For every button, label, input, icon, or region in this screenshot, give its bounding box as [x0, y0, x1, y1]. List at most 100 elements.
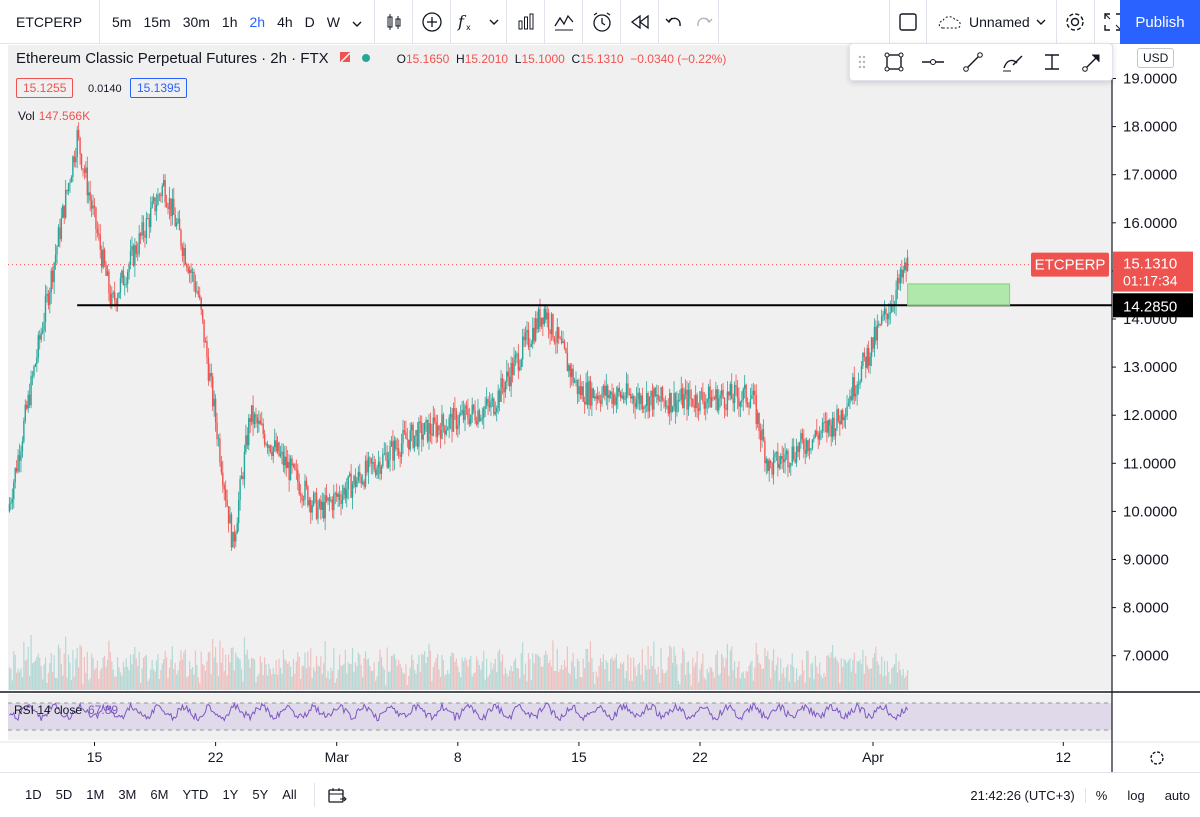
- settings-gear-icon[interactable]: [1057, 0, 1095, 44]
- clock-timezone[interactable]: 21:42:26 (UTC+3): [960, 787, 1086, 803]
- candles-icon[interactable]: [375, 0, 413, 44]
- candle-body: [749, 399, 752, 408]
- trend-line-tool-icon[interactable]: [953, 44, 993, 80]
- volume-bar: [30, 634, 32, 690]
- volume-bar: [203, 665, 205, 690]
- volume-bar: [660, 647, 662, 690]
- volume-bar: [76, 647, 78, 690]
- candle-body: [327, 497, 329, 501]
- volume-bar: [722, 657, 724, 690]
- range-5d[interactable]: 5D: [55, 787, 73, 802]
- volume-bar: [439, 676, 442, 690]
- candle-body: [59, 227, 61, 240]
- interval-w[interactable]: W: [326, 13, 340, 30]
- candle-body: [872, 337, 874, 349]
- volume-bar: [114, 676, 116, 690]
- arrow-tool-icon[interactable]: [1072, 44, 1112, 80]
- candle-body: [30, 376, 32, 406]
- log-scale-toggle[interactable]: log: [1127, 787, 1145, 803]
- volume-bar: [875, 646, 877, 690]
- drag-handle-icon[interactable]: [850, 44, 874, 80]
- interval-15m[interactable]: 15m: [143, 13, 171, 30]
- publish-button[interactable]: Publish: [1120, 0, 1200, 44]
- range-all[interactable]: All: [282, 787, 297, 802]
- volume-bar: [426, 656, 429, 690]
- volume-bar: [318, 666, 320, 690]
- candle-body: [539, 309, 541, 327]
- interval-5m[interactable]: 5m: [112, 13, 132, 30]
- volume-bar: [184, 649, 186, 690]
- redo-icon[interactable]: [689, 0, 719, 44]
- bid-price-box[interactable]: 15.1255: [16, 78, 74, 98]
- candle-body: [735, 385, 737, 388]
- volume-bar: [27, 646, 29, 690]
- candle-body: [259, 420, 261, 425]
- layout-menu[interactable]: Unnamed: [927, 0, 1057, 44]
- range-1d[interactable]: 1D: [25, 787, 42, 802]
- volume-bar: [807, 650, 809, 690]
- eye-toggle-icon[interactable]: [339, 50, 351, 67]
- volume-bar: [178, 661, 181, 690]
- volume-bar: [416, 663, 419, 690]
- candle-body: [240, 475, 243, 480]
- volume-bar: [284, 659, 286, 690]
- price-axis-label: 13.0000: [1123, 359, 1177, 376]
- percent-scale-toggle[interactable]: %: [1095, 787, 1108, 803]
- symbol-search[interactable]: ETCPERP: [0, 0, 100, 44]
- candle-body: [34, 364, 37, 367]
- indicators-dropdown-icon[interactable]: [481, 0, 507, 44]
- cloud-icon: [938, 15, 961, 28]
- volume-bar: [106, 659, 109, 690]
- volume-bar: [764, 647, 766, 690]
- volume-bar: [10, 668, 12, 690]
- candle-body: [314, 492, 316, 494]
- candle-body: [103, 249, 106, 265]
- interval-4h[interactable]: 4h: [277, 13, 293, 30]
- volume-bar: [661, 669, 664, 690]
- interval-2h[interactable]: 2h: [249, 13, 266, 30]
- currency-button[interactable]: USD: [1137, 48, 1175, 68]
- volume-bar: [233, 670, 235, 690]
- range-1m[interactable]: 1M: [86, 787, 105, 802]
- price-chart[interactable]: 19.000018.000017.000016.000015.000014.00…: [0, 45, 1200, 772]
- interval-30m[interactable]: 30m: [182, 13, 210, 30]
- volume-bar: [249, 667, 251, 690]
- candle-body: [33, 366, 35, 376]
- undo-icon[interactable]: [659, 0, 689, 44]
- candle-body: [266, 444, 269, 449]
- volume-bar: [687, 661, 690, 690]
- candle-body: [27, 394, 29, 409]
- candle-body: [191, 271, 194, 273]
- candle-body: [239, 479, 241, 501]
- interval-dropdown-icon[interactable]: [346, 14, 368, 30]
- candle-body: [700, 391, 703, 393]
- goto-date-icon[interactable]: [313, 782, 347, 807]
- financials-icon[interactable]: [507, 0, 545, 44]
- range-5y[interactable]: 5Y: [252, 787, 269, 802]
- text-tool-icon[interactable]: [1033, 44, 1073, 80]
- range-ytd[interactable]: YTD: [182, 787, 209, 802]
- volume-bar: [579, 677, 581, 690]
- compare-add-icon[interactable]: [413, 0, 451, 44]
- replay-icon[interactable]: [621, 0, 659, 44]
- range-3m[interactable]: 3M: [118, 787, 137, 802]
- rectangle-tool-icon[interactable]: [874, 44, 914, 80]
- select-square-icon[interactable]: [889, 0, 927, 44]
- ask-price-box[interactable]: 15.1395: [130, 78, 188, 98]
- range-1y[interactable]: 1Y: [222, 787, 239, 802]
- horizontal-line-tool-icon[interactable]: [914, 44, 954, 80]
- interval-d[interactable]: D: [304, 13, 315, 30]
- brush-tool-icon[interactable]: [993, 44, 1033, 80]
- volume-bar: [572, 652, 574, 690]
- volume-bar: [109, 652, 111, 690]
- auto-scale-toggle[interactable]: auto: [1164, 787, 1190, 803]
- candle-body: [397, 448, 400, 455]
- candle-body: [204, 341, 207, 343]
- range-6m[interactable]: 6M: [150, 787, 169, 802]
- axis-settings-gear-icon[interactable]: [1150, 751, 1164, 765]
- interval-1h[interactable]: 1h: [221, 13, 238, 30]
- alert-clock-icon[interactable]: [583, 0, 621, 44]
- volume-bar: [522, 642, 524, 690]
- templates-icon[interactable]: [545, 0, 583, 44]
